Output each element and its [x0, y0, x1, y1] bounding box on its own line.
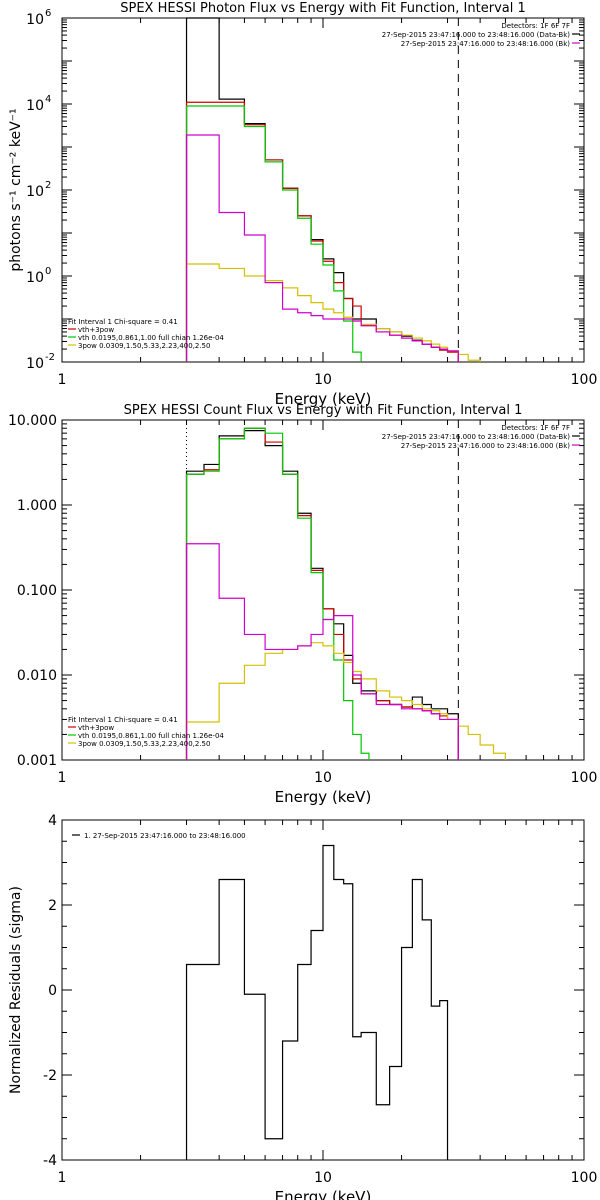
y-tick-label: 10: [26, 356, 44, 372]
x-tick-label: 10: [314, 1170, 332, 1186]
legend-bottom-entry: vth 0.0195,0.861,1.00 full chian 1.26e-0…: [78, 334, 224, 342]
y-tick-exponent: 4: [45, 94, 51, 105]
legend-top-entry: 27-Sep-2015 23:47:16.000 to 23:48:16.000…: [382, 31, 571, 39]
x-tick-label: 10: [314, 770, 332, 786]
y-tick-exponent: 0: [45, 266, 51, 277]
y-tick-label: 10: [26, 184, 44, 200]
y-tick-label: 2: [48, 898, 57, 914]
y-tick-label: 10.000: [8, 413, 57, 429]
y-axis-label: photons s⁻¹ cm⁻² keV⁻¹: [8, 108, 24, 271]
chart-title: SPEX HESSI Photon Flux vs Energy with Fi…: [120, 1, 526, 16]
series-4-line: [185, 134, 459, 362]
plot-frame: [61, 17, 585, 363]
y-tick-label: 1.000: [17, 498, 57, 514]
y-axis-label: Normalized Residuals (sigma): [8, 886, 24, 1094]
y-tick-label: 0.010: [17, 668, 57, 684]
y-tick-label: 10: [26, 12, 44, 28]
x-tick-label: 1: [58, 770, 67, 786]
legend-left-entry: 1. 27-Sep-2015 23:47:16.000 to 23:48:16.…: [84, 832, 246, 840]
series-2-line: [185, 427, 370, 760]
x-axis-label: Energy (keV): [275, 1188, 372, 1200]
legend-bottom-entry: vth+3pow: [78, 724, 114, 732]
series-2-line: [185, 105, 362, 362]
x-tick-label: 100: [571, 372, 598, 388]
y-tick-label: 4: [48, 813, 57, 829]
y-tick-exponent: -2: [45, 352, 55, 363]
y-tick-label: -4: [43, 1153, 57, 1169]
y-tick-exponent: 2: [45, 180, 51, 191]
x-tick-label: 100: [571, 770, 598, 786]
x-axis-label: Energy (keV): [275, 788, 372, 806]
legend-top-entry: 27-Sep-2015 23:47:16.000 to 23:48:16.000…: [382, 433, 571, 441]
y-tick-label: 0.001: [17, 753, 57, 769]
series-4-line: [185, 543, 459, 760]
legend-bottom-entry: Fit Interval 1 Chi-square = 0.41: [68, 716, 178, 724]
residuals-panel: 1 10 100 -4 -2 0 2 4 Energy (keV) Normalized Resi…: [8, 813, 597, 1200]
x-tick-label: 1: [58, 372, 67, 388]
legend-top-entry: 27-Sep-2015 23:47:16.000 to 23:48:16.000…: [401, 442, 571, 450]
x-tick-label: 1: [58, 1170, 67, 1186]
legend-bottom-entry: Fit Interval 1 Chi-square = 0.41: [68, 318, 178, 326]
legend-top-entry: Detectors: 1F 6F 7F: [501, 22, 570, 30]
x-tick-label: 100: [571, 1170, 598, 1186]
legend-bottom-entry: 3pow 0.0309,1.50,5.33,2.23,400,2.50: [78, 342, 210, 350]
y-tick-label: -2: [43, 1068, 57, 1084]
legend-bottom-entry: 3pow 0.0309,1.50,5.33,2.23,400,2.50: [78, 740, 210, 748]
legend-top-entry: Detectors: 1F 6F 7F: [501, 424, 570, 432]
y-tick-exponent: 6: [45, 8, 51, 19]
y-tick-label: 0.100: [17, 583, 57, 599]
chart-title: SPEX HESSI Count Flux vs Energy with Fit…: [124, 403, 523, 418]
y-tick-label: 0: [48, 983, 57, 999]
y-tick-label: 10: [26, 270, 44, 286]
series-0-line: [185, 844, 449, 1160]
legend-bottom-entry: vth 0.0195,0.861,1.00 full chian 1.26e-0…: [78, 732, 224, 740]
series-1-line: [185, 101, 459, 362]
count-flux-panel: 1 10 100 0.001 0.010 0.100 1.000 10.000 SPEX HES…: [8, 403, 597, 806]
y-tick-label: 10: [26, 98, 44, 114]
legend-bottom-entry: vth+3pow: [78, 326, 114, 334]
series-0-line: [185, 17, 459, 362]
x-tick-label: 10: [314, 372, 332, 388]
x-axis-label: Energy (keV): [275, 390, 372, 408]
legend-top-entry: 27-Sep-2015 23:47:16.000 to 23:48:16.000…: [401, 40, 571, 48]
